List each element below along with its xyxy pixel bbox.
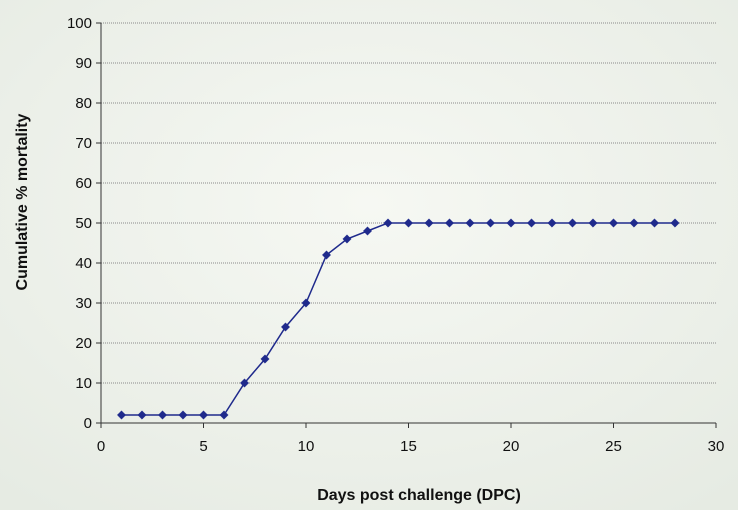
- data-point-day-15: [403, 218, 414, 228]
- data-point-day-16: [424, 218, 434, 228]
- x-tick-label-5: 5: [199, 438, 207, 455]
- data-point-day-11: [321, 250, 332, 260]
- x-tick-label-0: 0: [97, 438, 105, 455]
- data-point-day-25: [608, 218, 619, 228]
- tick-labels: 0 10 20 30 40 50 60 70 80 90 100 0 5 10 15 20 25 30: [67, 15, 724, 455]
- data-point-day-23: [567, 218, 578, 228]
- data-point-day-21: [526, 218, 537, 228]
- series-group: [116, 218, 680, 420]
- data-point-day-28: [670, 218, 680, 228]
- data-point-day-10: [301, 298, 311, 308]
- y-tick-label-90: 90: [75, 55, 92, 72]
- data-point-day-9: [280, 322, 291, 332]
- y-tick-label-60: 60: [75, 175, 92, 192]
- x-tick-label-10: 10: [298, 438, 315, 455]
- data-point-day-6: [219, 410, 229, 420]
- data-point-day-3: [157, 410, 168, 420]
- data-point-day-4: [178, 410, 188, 420]
- data-point-day-2: [137, 410, 147, 420]
- y-tick-label-70: 70: [75, 135, 92, 152]
- y-tick-label-40: 40: [75, 255, 92, 272]
- data-point-day-26: [629, 218, 639, 228]
- data-point-day-12: [342, 234, 352, 244]
- data-point-day-5: [198, 410, 209, 420]
- y-tick-label-30: 30: [75, 295, 92, 312]
- data-point-day-18: [465, 218, 475, 228]
- x-tick-label-30: 30: [708, 438, 725, 455]
- data-point-day-7: [239, 378, 250, 388]
- y-tick-label-0: 0: [84, 415, 92, 432]
- data-point-day-8: [260, 354, 270, 364]
- data-point-day-1: [116, 410, 127, 420]
- axes: [96, 22, 717, 428]
- data-point-day-24: [588, 218, 598, 228]
- x-tick-label-15: 15: [400, 438, 417, 455]
- data-point-day-27: [649, 218, 660, 228]
- data-point-day-19: [485, 218, 496, 228]
- data-point-day-20: [506, 218, 516, 228]
- data-point-day-17: [444, 218, 455, 228]
- data-point-day-14: [383, 218, 393, 228]
- y-tick-label-10: 10: [75, 375, 92, 392]
- y-tick-label-20: 20: [75, 335, 92, 352]
- data-point-day-22: [547, 218, 557, 228]
- data-point-day-13: [362, 226, 373, 236]
- y-axis-title: Cumulative % mortality: [14, 113, 31, 290]
- y-tick-label-50: 50: [75, 215, 92, 232]
- y-tick-label-80: 80: [75, 95, 92, 112]
- y-tick-label-100: 100: [67, 15, 92, 32]
- x-tick-label-25: 25: [605, 438, 622, 455]
- x-tick-label-20: 20: [503, 438, 520, 455]
- series-line-0: [121, 222, 675, 416]
- x-axis-title: Days post challenge (DPC): [317, 487, 521, 504]
